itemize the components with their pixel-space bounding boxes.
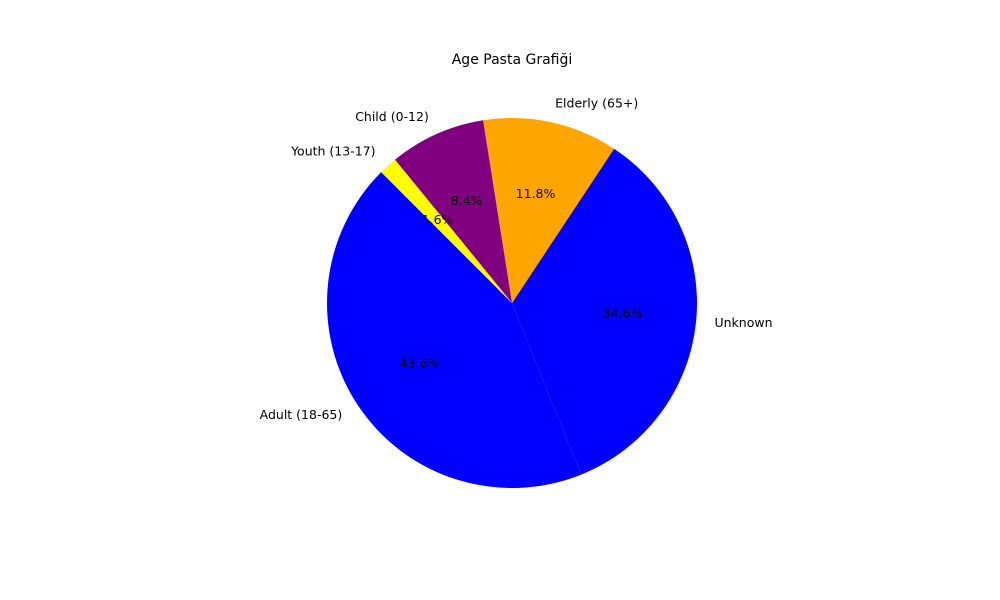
slice-label-unknown: Unknown <box>714 315 772 330</box>
pie-slice-elderly-65 <box>483 118 615 303</box>
pie-slice-unknown <box>512 148 698 475</box>
pie-slice-youth-13-17 <box>381 159 512 303</box>
pie-slice-adult-18-65 <box>326 172 582 489</box>
slice-label-child-0-12: Child (0-12) <box>355 109 429 124</box>
slice-label-elderly-65: Elderly (65+) <box>555 96 638 111</box>
chart-title: Age Pasta Grafiği <box>452 52 573 68</box>
slice-percent-elderly-65: 11.8% <box>516 186 556 201</box>
slice-percent-child-0-12: 8.4% <box>451 193 483 208</box>
slice-percent-adult-18-65: 43.6% <box>400 356 440 371</box>
pie-slice-child-0-12 <box>394 120 512 304</box>
pie-labels: Adult (18-65) 43.6% Unknown 34.6% Elderly (6… <box>260 96 773 422</box>
pie-slices <box>326 118 698 489</box>
slice-percent-unknown: 34.6% <box>603 306 643 321</box>
slice-percent-youth-13-17: 1.6% <box>422 212 454 227</box>
slice-label-youth-13-17: Youth (13-17) <box>290 144 375 159</box>
slice-label-adult-18-65: Adult (18-65) <box>260 407 343 422</box>
